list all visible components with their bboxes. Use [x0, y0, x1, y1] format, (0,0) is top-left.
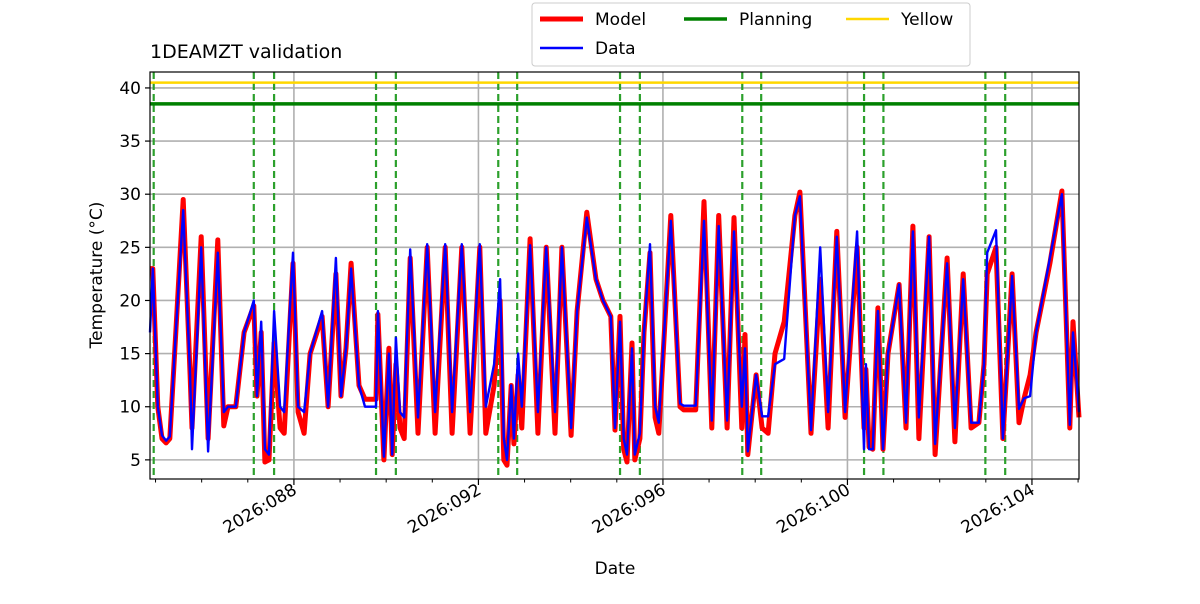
x-tick-label: 2026:092 [404, 480, 485, 538]
x-tick-label: 2026:104 [958, 480, 1039, 538]
y-tick-label: 20 [119, 291, 141, 311]
series-data-line [148, 192, 1081, 462]
legend-label-yellow: Yellow [900, 10, 953, 30]
y-tick-label: 15 [119, 345, 141, 365]
legend: Model Data Planning Yellow [531, 2, 971, 67]
y-tick-label: 10 [119, 398, 141, 418]
x-tick-label: 2026:096 [589, 480, 670, 538]
y-axis-label: Temperature (°C) [87, 202, 107, 350]
axes-frame [149, 71, 1080, 480]
x-tick-label: 2026:100 [773, 480, 854, 538]
y-tick-label: 30 [119, 185, 141, 205]
legend-label-model: Model [595, 10, 646, 30]
y-tick-label: 40 [119, 79, 141, 99]
axis-ticks: 5 10 15 20 25 30 35 40 2026:088 2026:092 2026:096 2… [119, 79, 1079, 538]
y-tick-label: 5 [130, 451, 141, 471]
y-tick-label: 35 [119, 132, 141, 152]
x-tick-label: 2026:088 [220, 480, 301, 538]
chart-title: 1DEAMZT validation [150, 41, 342, 63]
legend-label-planning: Planning [739, 10, 812, 30]
series-lines [148, 188, 1082, 468]
x-axis-label: Date [595, 559, 636, 579]
legend-label-data: Data [595, 39, 636, 59]
y-tick-label: 25 [119, 238, 141, 258]
threshold-lines [150, 81, 1079, 106]
